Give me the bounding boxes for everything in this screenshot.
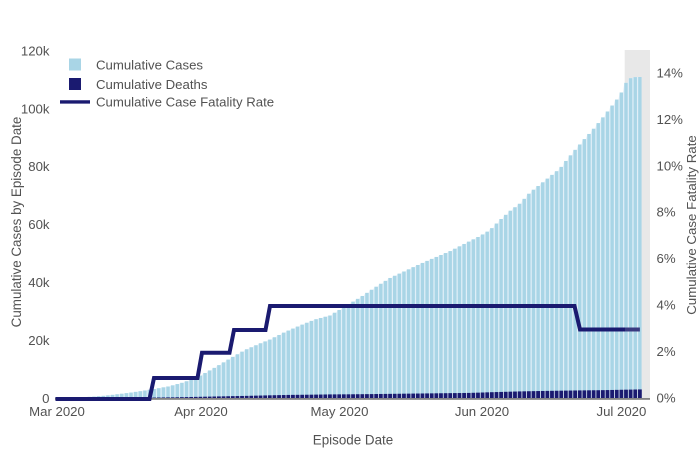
svg-text:0%: 0%	[657, 390, 676, 405]
svg-text:Cumulative Cases: Cumulative Cases	[96, 57, 203, 72]
svg-text:60k: 60k	[28, 217, 50, 232]
svg-text:2%: 2%	[657, 344, 676, 359]
svg-text:12%: 12%	[657, 112, 684, 127]
svg-text:100k: 100k	[21, 101, 50, 116]
svg-text:Cumulative Cases by Episode Da: Cumulative Cases by Episode Date	[9, 117, 24, 328]
svg-text:Apr 2020: Apr 2020	[174, 404, 228, 419]
svg-text:80k: 80k	[28, 159, 50, 174]
svg-text:10%: 10%	[657, 158, 684, 173]
svg-text:Episode Date: Episode Date	[313, 433, 393, 448]
svg-text:Cumulative Deaths: Cumulative Deaths	[96, 77, 208, 92]
svg-text:Jul 2020: Jul 2020	[596, 404, 646, 419]
svg-text:4%: 4%	[657, 298, 676, 313]
svg-text:Cumulative Case Fatality Rate: Cumulative Case Fatality Rate	[96, 95, 274, 110]
svg-text:20k: 20k	[28, 333, 50, 348]
svg-text:Cumulative Case Fatality Rate: Cumulative Case Fatality Rate	[684, 135, 699, 315]
svg-text:6%: 6%	[657, 251, 676, 266]
svg-text:Mar 2020: Mar 2020	[29, 404, 85, 419]
svg-text:40k: 40k	[28, 275, 50, 290]
svg-text:14%: 14%	[657, 66, 684, 81]
svg-text:0: 0	[42, 391, 49, 406]
svg-text:120k: 120k	[21, 43, 50, 58]
svg-text:8%: 8%	[657, 205, 676, 220]
svg-text:Jun 2020: Jun 2020	[455, 404, 509, 419]
svg-text:May 2020: May 2020	[311, 404, 369, 419]
